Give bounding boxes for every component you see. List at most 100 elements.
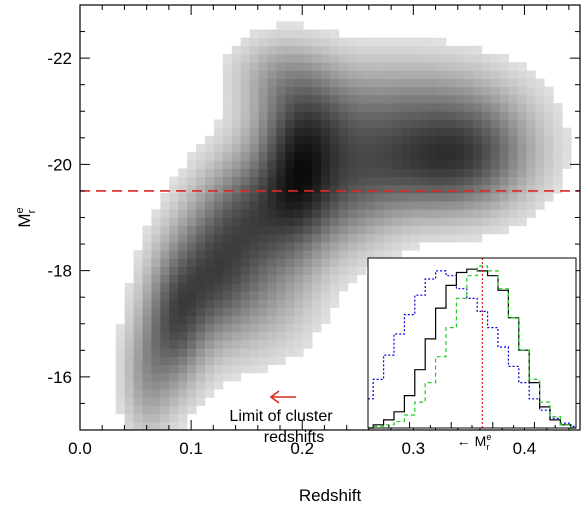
heatmap-cell bbox=[330, 160, 340, 169]
heatmap-cell bbox=[285, 233, 295, 243]
heatmap-cell bbox=[196, 364, 206, 374]
heatmap-cell bbox=[160, 274, 170, 284]
heatmap-cell bbox=[481, 168, 492, 178]
heatmap-cell bbox=[258, 315, 268, 325]
heatmap-cell bbox=[151, 364, 161, 374]
heatmap-cell bbox=[169, 192, 179, 202]
heatmap-cell bbox=[240, 176, 251, 186]
heatmap-cell bbox=[535, 201, 545, 210]
heatmap-cell bbox=[338, 111, 349, 120]
heatmap-cell bbox=[187, 340, 197, 349]
x-axis-label: Redshift bbox=[299, 486, 362, 505]
x-tick-label: 0.1 bbox=[179, 439, 203, 458]
heatmap-cell bbox=[544, 94, 554, 104]
heatmap-cell bbox=[517, 111, 527, 120]
heatmap-cell bbox=[258, 331, 268, 341]
heatmap-cell bbox=[294, 152, 304, 161]
heatmap-cell bbox=[160, 356, 170, 366]
heatmap-cell bbox=[285, 70, 295, 79]
heatmap-cell bbox=[481, 143, 492, 153]
heatmap-cell bbox=[222, 348, 233, 357]
heatmap-cell bbox=[383, 62, 393, 71]
heatmap-cell bbox=[169, 380, 179, 390]
heatmap-cell bbox=[133, 340, 143, 349]
heatmap-cell bbox=[276, 192, 286, 202]
heatmap-cell bbox=[437, 168, 447, 178]
heatmap-cell bbox=[312, 225, 322, 235]
heatmap-cell bbox=[365, 135, 376, 145]
heatmap-cell bbox=[472, 209, 483, 218]
heatmap-cell bbox=[178, 372, 188, 382]
heatmap-cell bbox=[410, 45, 420, 55]
heatmap-cell bbox=[330, 258, 340, 267]
heatmap-cell bbox=[276, 29, 286, 39]
heatmap-cell bbox=[178, 250, 188, 259]
heatmap-cell bbox=[481, 176, 492, 186]
heatmap-cell bbox=[419, 168, 429, 178]
heatmap-cell bbox=[428, 86, 438, 96]
heatmap-cell bbox=[455, 45, 465, 55]
heatmap-cell bbox=[383, 152, 393, 161]
heatmap-cell bbox=[374, 233, 384, 243]
heatmap-cell bbox=[446, 78, 456, 88]
heatmap-cell bbox=[124, 356, 134, 366]
heatmap-cell bbox=[330, 266, 340, 276]
heatmap-cell bbox=[187, 348, 197, 357]
heatmap-cell bbox=[285, 62, 295, 71]
heatmap-cell bbox=[455, 160, 465, 169]
heatmap-cell bbox=[196, 315, 206, 325]
heatmap-cell bbox=[553, 119, 563, 128]
heatmap-cell bbox=[374, 78, 384, 88]
heatmap-cell bbox=[285, 307, 295, 316]
heatmap-cell bbox=[249, 250, 259, 259]
heatmap-cell bbox=[312, 315, 322, 325]
heatmap-cell bbox=[517, 135, 527, 145]
heatmap-cell bbox=[258, 143, 268, 153]
heatmap-cell bbox=[169, 323, 179, 333]
heatmap-cell bbox=[222, 94, 233, 104]
heatmap-cell bbox=[303, 135, 313, 145]
x-tick-label: 0.3 bbox=[402, 439, 426, 458]
heatmap-cell bbox=[258, 111, 268, 120]
heatmap-cell bbox=[481, 135, 492, 145]
heatmap-cell bbox=[356, 94, 367, 104]
y-axis-label-sup: e bbox=[14, 207, 26, 213]
heatmap-cell bbox=[446, 192, 456, 202]
heatmap-cell bbox=[347, 135, 358, 145]
heatmap-cell bbox=[142, 291, 152, 300]
heatmap-cell bbox=[428, 160, 438, 169]
heatmap-cell bbox=[365, 225, 376, 235]
heatmap-cell bbox=[365, 143, 376, 153]
heatmap-cell bbox=[169, 258, 179, 267]
heatmap-cell bbox=[249, 201, 259, 210]
heatmap-cell bbox=[294, 225, 304, 235]
heatmap-cell bbox=[258, 184, 268, 194]
heatmap-cell bbox=[383, 168, 393, 178]
heatmap-cell bbox=[410, 103, 420, 112]
heatmap-cell bbox=[356, 135, 367, 145]
heatmap-cell bbox=[321, 70, 331, 79]
heatmap-cell bbox=[142, 364, 152, 374]
heatmap-cell bbox=[383, 127, 393, 137]
heatmap-cell bbox=[178, 356, 188, 366]
heatmap-cell bbox=[356, 127, 367, 137]
heatmap-cell bbox=[410, 160, 420, 169]
heatmap-cell bbox=[499, 111, 509, 120]
heatmap-cell bbox=[267, 209, 277, 218]
heatmap-cell bbox=[490, 70, 501, 79]
heatmap-cell bbox=[205, 315, 215, 325]
heatmap-cell bbox=[294, 233, 304, 243]
heatmap-cell bbox=[267, 299, 277, 308]
heatmap-cell bbox=[526, 94, 536, 104]
heatmap-cell bbox=[481, 94, 492, 104]
x-tick-label: 0.2 bbox=[290, 439, 314, 458]
heatmap-cell bbox=[535, 111, 545, 120]
heatmap-cell bbox=[133, 364, 143, 374]
heatmap-cell bbox=[240, 111, 251, 120]
heatmap-cell bbox=[249, 217, 259, 227]
heatmap-cell bbox=[178, 184, 188, 194]
heatmap-cell bbox=[213, 135, 224, 145]
heatmap-cell bbox=[124, 340, 134, 349]
heatmap-cell bbox=[169, 389, 179, 398]
heatmap-cell bbox=[222, 323, 233, 333]
